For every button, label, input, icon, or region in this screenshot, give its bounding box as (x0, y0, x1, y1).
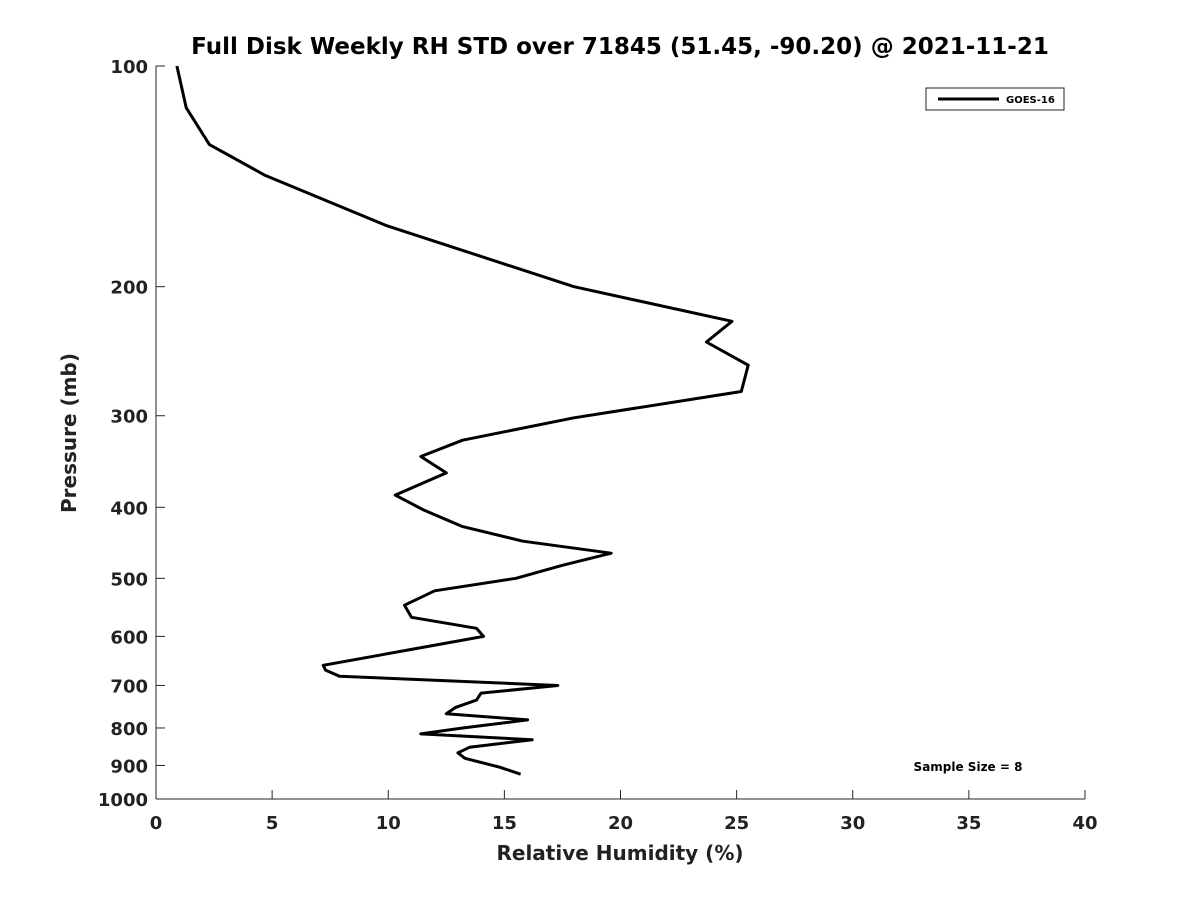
x-tick-label: 10 (376, 813, 401, 834)
y-tick-label: 800 (110, 719, 148, 740)
legend-label-goes-16: GOES-16 (1006, 95, 1055, 106)
y-axis-label: Pressure (mb) (57, 353, 81, 513)
y-tick-label: 600 (110, 627, 148, 648)
x-tick-label: 0 (150, 813, 163, 834)
chart-title: Full Disk Weekly RH STD over 71845 (51.4… (191, 34, 1049, 60)
sample-size-annotation: Sample Size = 8 (914, 760, 1023, 774)
x-tick-label: 15 (492, 813, 517, 834)
x-axis-label: Relative Humidity (%) (496, 841, 743, 865)
y-tick-label: 500 (110, 569, 148, 590)
y-tick-label: 400 (110, 498, 148, 519)
legend: GOES-16 (925, 87, 1065, 111)
x-tick-label: 40 (1072, 813, 1097, 834)
x-axis-ticks: 0 5 10 15 20 25 30 35 40 (150, 790, 1098, 834)
x-tick-label: 35 (956, 813, 981, 834)
y-axis-ticks: 100 200 300 400 500 600 700 800 900 1000 (98, 57, 165, 811)
x-tick-label: 25 (724, 813, 749, 834)
y-tick-label: 900 (110, 756, 148, 777)
series-line-goes-16 (175, 65, 750, 776)
y-tick-label: 300 (110, 407, 148, 428)
x-tick-label: 5 (266, 813, 279, 834)
x-tick-label: 20 (608, 813, 633, 834)
y-tick-label: 200 (110, 278, 148, 299)
y-tick-label: 100 (110, 57, 148, 78)
y-tick-label: 1000 (98, 790, 148, 811)
x-tick-label: 30 (840, 813, 865, 834)
y-tick-label: 700 (110, 676, 148, 697)
